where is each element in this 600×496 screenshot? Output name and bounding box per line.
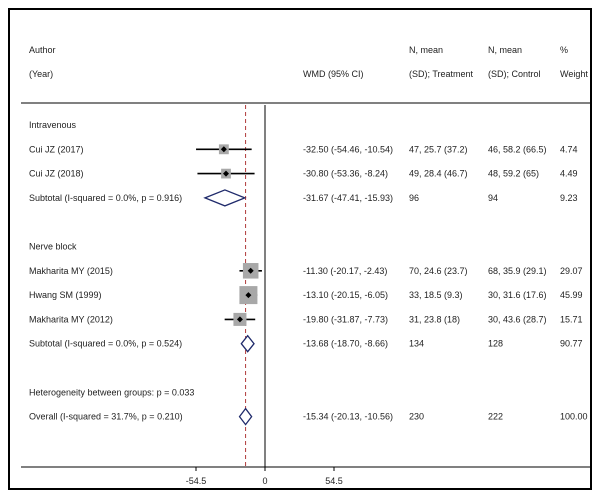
study-label: Cui JZ (2018) xyxy=(29,169,84,179)
point-estimate xyxy=(220,146,227,153)
treatment-values: 70, 24.6 (23.7) xyxy=(409,266,468,276)
treatment-values: 134 xyxy=(409,339,424,349)
effect-ci-text: -15.34 (-20.13, -10.56) xyxy=(303,412,393,422)
subtotal-diamond xyxy=(240,334,255,353)
header-study-line2: (Year) xyxy=(29,69,53,79)
weight-value: 9.23 xyxy=(560,193,578,203)
effect-ci-text: -31.67 (-47.41, -15.93) xyxy=(303,193,393,203)
header-control-line1: N, mean xyxy=(488,45,522,55)
treatment-values: 96 xyxy=(409,193,419,203)
control-values: 48, 59.2 (65) xyxy=(488,169,539,179)
control-values: 30, 43.6 (28.7) xyxy=(488,314,547,324)
weight-value: 90.77 xyxy=(560,339,583,349)
control-values: 128 xyxy=(488,339,503,349)
point-estimate xyxy=(223,170,230,177)
subgroup-label: Intravenous xyxy=(29,120,77,130)
control-values: 30, 31.6 (17.6) xyxy=(488,290,547,300)
header-weight-line1: % xyxy=(560,45,568,55)
x-tick-label: -54.5 xyxy=(186,476,207,486)
x-tick-label: 54.5 xyxy=(325,476,343,486)
weight-value: 4.49 xyxy=(560,169,578,179)
weight-value: 4.74 xyxy=(560,144,578,154)
overall-label: Overall (I-squared = 31.7%, p = 0.210) xyxy=(29,412,183,422)
point-estimate xyxy=(245,292,252,299)
header-treatment-line2: (SD); Treatment xyxy=(409,69,474,79)
control-values: 68, 35.9 (29.1) xyxy=(488,266,547,276)
treatment-values: 33, 18.5 (9.3) xyxy=(409,290,463,300)
plot-frame xyxy=(8,8,592,490)
weight-value: 100.00 xyxy=(560,412,588,422)
effect-ci-text: -32.50 (-54.46, -10.54) xyxy=(303,144,393,154)
control-values: 46, 58.2 (66.5) xyxy=(488,144,547,154)
study-label: Hwang SM (1999) xyxy=(29,290,102,300)
control-values: 222 xyxy=(488,412,503,422)
subgroup-label: Nerve block xyxy=(29,242,77,252)
point-estimate xyxy=(247,267,254,274)
effect-ci-text: -19.80 (-31.87, -7.73) xyxy=(303,314,388,324)
subtotal-label: Subtotal (I-squared = 0.0%, p = 0.916) xyxy=(29,193,182,203)
effect-ci-text: -11.30 (-20.17, -2.43) xyxy=(303,266,387,276)
weight-value: 15.71 xyxy=(560,314,583,324)
effect-ci-text: -13.68 (-18.70, -8.66) xyxy=(303,339,388,349)
header-study-line1: Author xyxy=(29,45,56,55)
study-label: Makharita MY (2015) xyxy=(29,266,113,276)
header-treatment-line1: N, mean xyxy=(409,45,443,55)
effect-ci-text: -30.80 (-53.36, -8.24) xyxy=(303,169,388,179)
treatment-values: 31, 23.8 (18) xyxy=(409,314,460,324)
x-tick-label: 0 xyxy=(262,476,267,486)
study-label: Cui JZ (2017) xyxy=(29,144,84,154)
control-values: 94 xyxy=(488,193,498,203)
weight-value: 29.07 xyxy=(560,266,583,276)
point-estimate xyxy=(236,316,243,323)
weight-value: 45.99 xyxy=(560,290,583,300)
treatment-values: 230 xyxy=(409,412,424,422)
header-weight-line2: Weight xyxy=(560,69,588,79)
treatment-values: 47, 25.7 (37.2) xyxy=(409,144,468,154)
subtotal-diamond xyxy=(203,189,247,207)
header-wmd: WMD (95% CI) xyxy=(303,69,364,79)
effect-ci-text: -13.10 (-20.15, -6.05) xyxy=(303,290,388,300)
study-label: Makharita MY (2012) xyxy=(29,314,113,324)
overall-diamond xyxy=(238,407,253,426)
subtotal-label: Subtotal (I-squared = 0.0%, p = 0.524) xyxy=(29,339,182,349)
treatment-values: 49, 28.4 (46.7) xyxy=(409,169,468,179)
heterogeneity-note: Heterogeneity between groups: p = 0.033 xyxy=(29,387,194,397)
header-control-line2: (SD); Control xyxy=(488,69,541,79)
